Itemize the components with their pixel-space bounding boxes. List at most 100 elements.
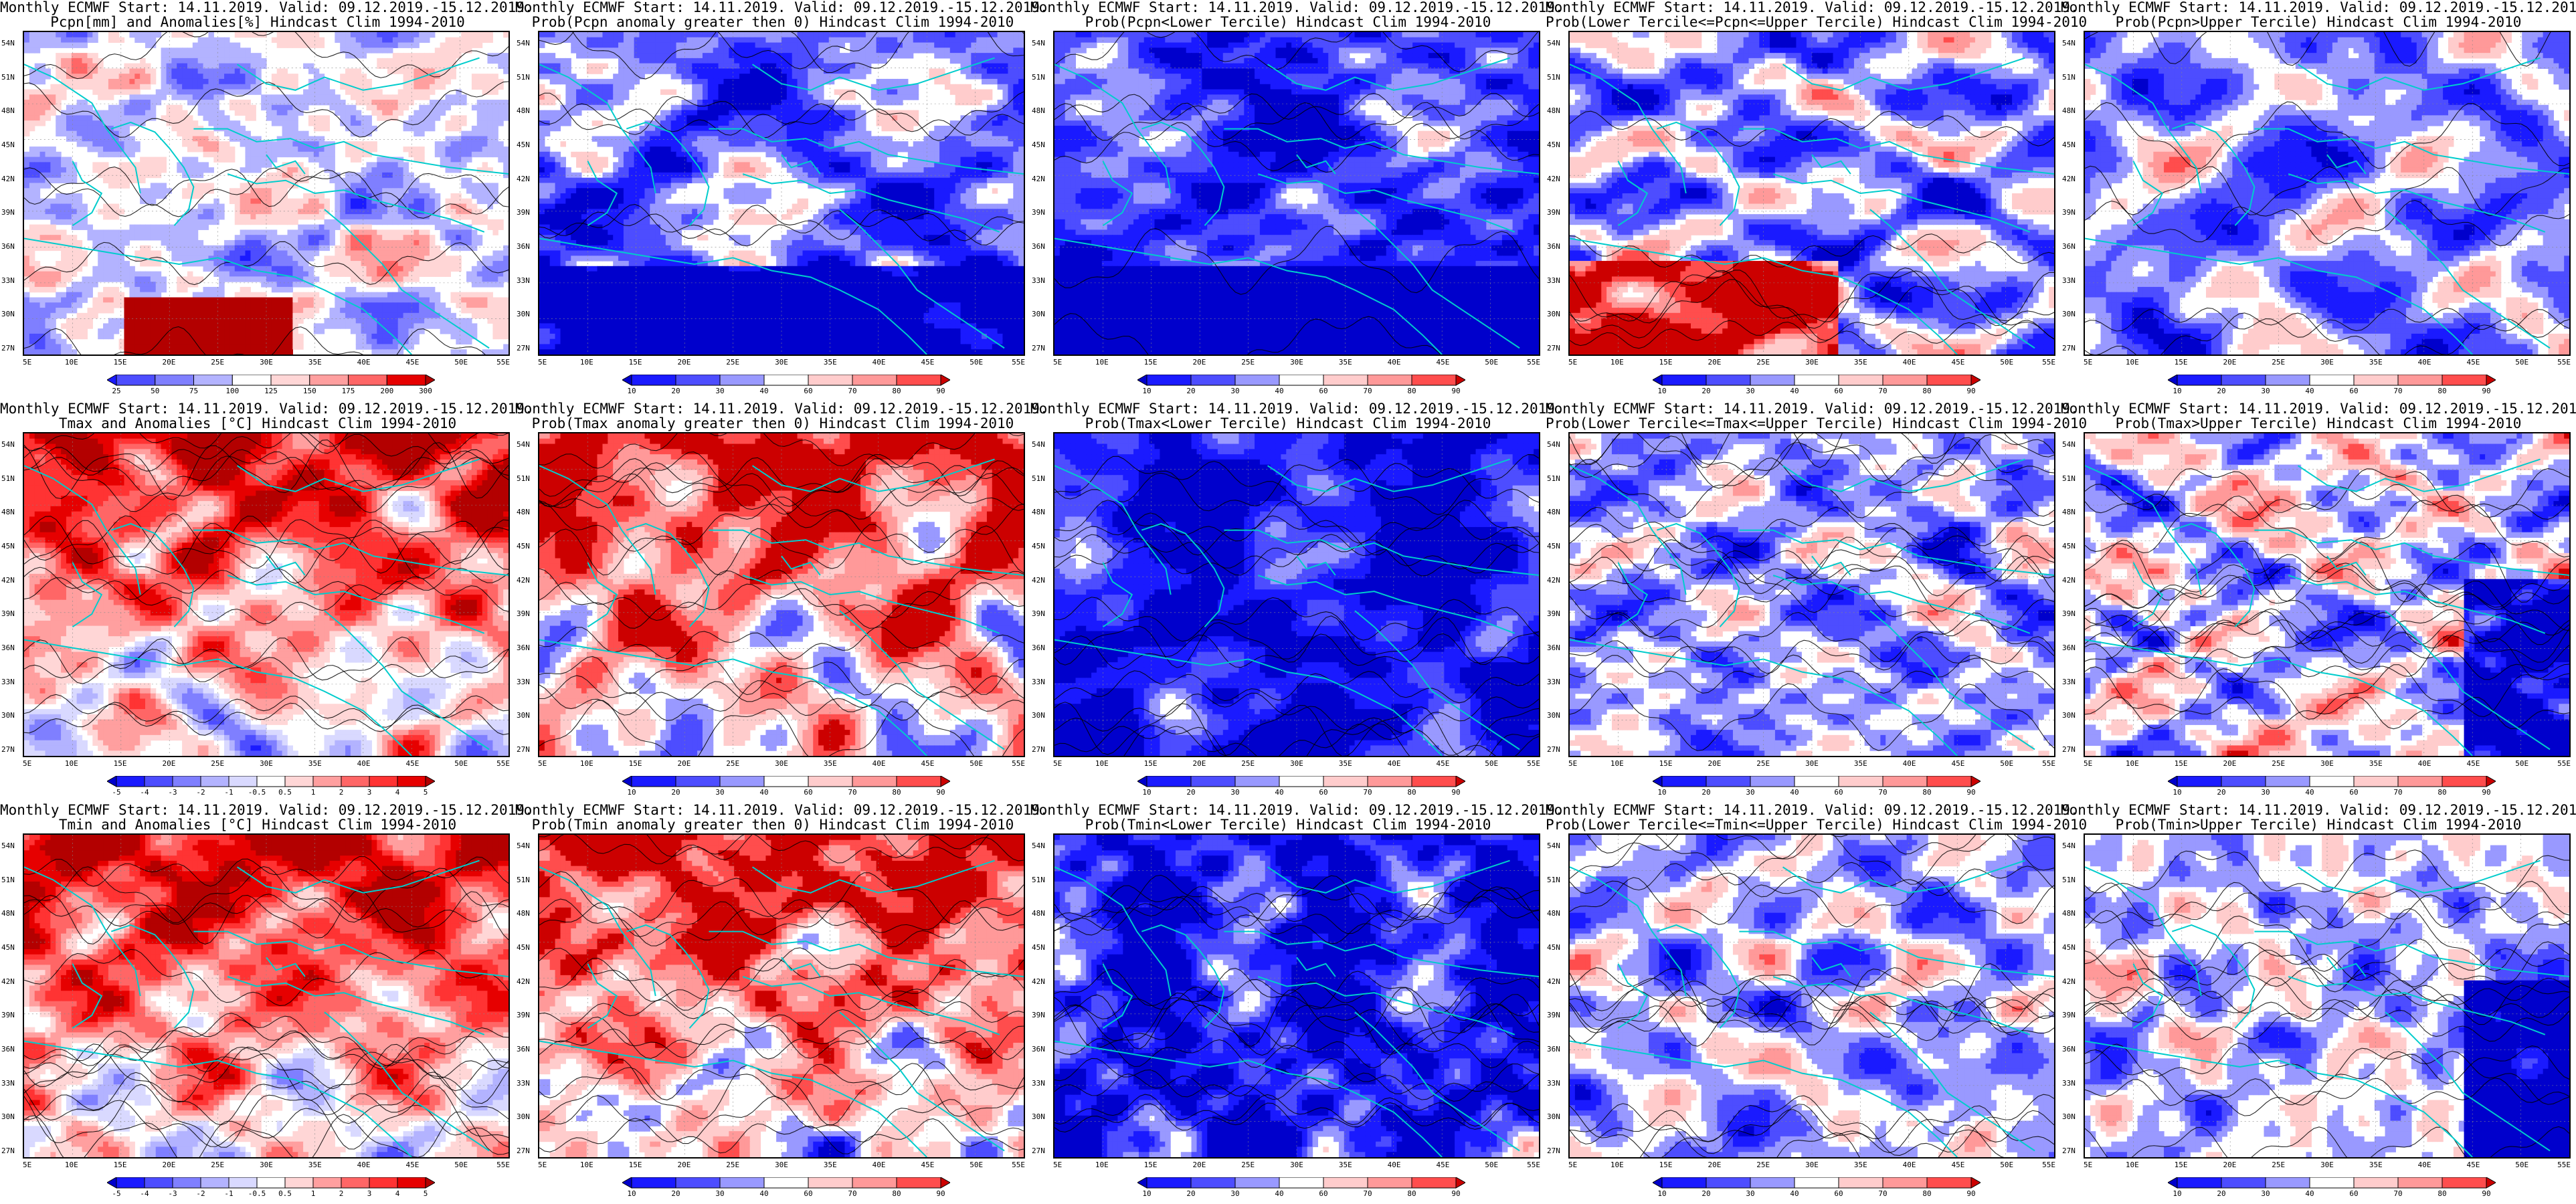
colorbar-tick-label: 5 (424, 1189, 428, 1198)
longitude-tick-label: 35E (824, 759, 837, 768)
latitude-tick-label: 51N (1547, 876, 1560, 884)
panel-title-run-info: Monthly ECMWF Start: 14.11.2019. Valid: … (515, 803, 1030, 817)
latitude-tick-label: 48N (1, 909, 15, 918)
latitude-tick-label: 54N (2062, 841, 2076, 850)
colorbar-legend: 10 20 30 40 60 70 80 90 (1653, 776, 1981, 797)
forecast-panel-p_pcpn_pos: Monthly ECMWF Start: 14.11.2019. Valid: … (515, 0, 1030, 401)
latitude-tick-label: 51N (1547, 73, 1560, 82)
panel-title-variable: Prob(Lower Tercile<=Tmin<=Upper Tercile)… (1546, 817, 2061, 832)
longitude-tick-label: 55E (2557, 1161, 2571, 1169)
forecast-panel-p_tmax_lt: Monthly ECMWF Start: 14.11.2019. Valid: … (1030, 401, 1546, 803)
longitude-tick-label: 45E (921, 1161, 934, 1169)
forecast-panel-p_tmax_mid: Monthly ECMWF Start: 14.11.2019. Valid: … (1546, 401, 2061, 803)
latitude-tick-label: 36N (1547, 242, 1560, 251)
longitude-tick-label: 25E (2272, 759, 2285, 768)
colorbar-tick-label: 10 (2173, 788, 2181, 797)
colorbar-tick-label: 20 (1701, 1189, 1710, 1198)
colorbar-tick-label: -0.5 (248, 1189, 266, 1198)
longitude-tick-label: 45E (1951, 1161, 1964, 1169)
colorbar-tick-label: 60 (1319, 1189, 1327, 1198)
longitude-tick-label: 10E (1095, 1161, 1109, 1169)
longitude-tick-label: 20E (677, 759, 691, 768)
latitude-tick-label: 33N (1, 678, 15, 686)
latitude-tick-label: 27N (1, 745, 15, 754)
longitude-tick-label: 15E (629, 1161, 642, 1169)
colorbar-tick-label: 4 (395, 1189, 400, 1198)
longitude-tick-label: 20E (2223, 358, 2236, 367)
latitude-tick-label: 30N (1032, 1112, 1045, 1121)
colorbar-tick-label: 40 (2305, 1189, 2314, 1198)
colorbar-tick-label: -2 (196, 788, 205, 797)
latitude-axis: 54N 51N 48N 45N 42N 39N 36N 33N 30N 27N (1547, 31, 1567, 356)
colorbar-tick-label: 70 (2393, 1189, 2402, 1198)
colorbar-tick-label: 80 (1407, 387, 1416, 395)
colorbar-tick-label: 90 (1966, 788, 1975, 797)
longitude-tick-label: 25E (1241, 759, 1255, 768)
latitude-tick-label: 42N (1032, 576, 1045, 585)
longitude-tick-label: 55E (2042, 759, 2055, 768)
colorbar-tick-label: 10 (627, 788, 636, 797)
colorbar-legend: 10 20 30 40 60 70 80 90 (2168, 1177, 2496, 1199)
latitude-tick-label: 54N (1547, 841, 1560, 850)
longitude-tick-label: 30E (1805, 759, 1819, 768)
colorbar-ticks: 10 20 30 40 60 70 80 90 (622, 387, 950, 396)
longitude-tick-label: 10E (2126, 759, 2139, 768)
longitude-tick-label: 30E (2320, 1161, 2334, 1169)
longitude-tick-label: 15E (1659, 759, 1673, 768)
longitude-tick-label: 5E (2084, 358, 2092, 367)
longitude-tick-label: 40E (357, 1161, 371, 1169)
longitude-tick-label: 55E (1527, 358, 1540, 367)
latitude-tick-label: 36N (517, 1045, 530, 1054)
colorbar-tick-label: 20 (1186, 788, 1195, 797)
longitude-tick-label: 20E (1192, 759, 1206, 768)
latitude-tick-label: 27N (1032, 745, 1045, 754)
longitude-tick-label: 45E (921, 358, 934, 367)
longitude-tick-label: 10E (580, 358, 593, 367)
colorbar-ticks: 10 20 30 40 60 70 80 90 (1137, 788, 1465, 797)
latitude-tick-label: 54N (517, 39, 530, 47)
colorbar-tick-label: 20 (1701, 788, 1710, 797)
longitude-tick-label: 30E (1805, 1161, 1819, 1169)
latitude-tick-label: 39N (1, 1011, 15, 1019)
latitude-tick-label: 45N (1, 943, 15, 952)
latitude-tick-label: 36N (1032, 1045, 1045, 1054)
latitude-tick-label: 51N (2062, 474, 2076, 483)
longitude-tick-label: 30E (775, 759, 788, 768)
latitude-tick-label: 42N (1032, 175, 1045, 183)
colorbar-tick-label: 5 (424, 788, 428, 797)
longitude-axis: 5E 10E 15E 20E 25E 30E 35E 40E 45E 50E 55E (2084, 358, 2571, 367)
colorbar-tick-label: 90 (2482, 387, 2490, 395)
latitude-tick-label: 51N (517, 876, 530, 884)
map-frame (23, 31, 510, 356)
latitude-tick-label: 33N (1, 276, 15, 285)
panel-title: Monthly ECMWF Start: 14.11.2019. Valid: … (1030, 0, 1546, 29)
panel-title-run-info: Monthly ECMWF Start: 14.11.2019. Valid: … (1546, 0, 2061, 15)
map-frame (1568, 432, 2055, 757)
longitude-tick-label: 40E (357, 358, 371, 367)
longitude-tick-label: 50E (970, 358, 983, 367)
longitude-tick-label: 5E (538, 759, 547, 768)
latitude-tick-label: 39N (517, 208, 530, 217)
latitude-tick-label: 42N (2062, 175, 2076, 183)
latitude-tick-label: 39N (2062, 609, 2076, 618)
longitude-tick-label: 35E (308, 358, 322, 367)
latitude-tick-label: 51N (2062, 73, 2076, 82)
longitude-tick-label: 45E (2466, 1161, 2480, 1169)
latitude-tick-label: 36N (1, 242, 15, 251)
latitude-tick-label: 27N (1, 1146, 15, 1155)
colorbar-tick-label: 175 (342, 387, 355, 395)
latitude-tick-label: 27N (1, 344, 15, 353)
colorbar-tick-label: 10 (627, 1189, 636, 1198)
colorbar-ticks: 25 50 75 100 125 150 175 200 300 (107, 387, 435, 396)
longitude-tick-label: 40E (1388, 358, 1401, 367)
forecast-panel-p_tmin_mid: Monthly ECMWF Start: 14.11.2019. Valid: … (1546, 803, 2061, 1204)
colorbar-tick-label: 30 (1746, 788, 1754, 797)
panel-title-run-info: Monthly ECMWF Start: 14.11.2019. Valid: … (0, 803, 515, 817)
longitude-tick-label: 45E (921, 759, 934, 768)
longitude-tick-label: 45E (405, 358, 419, 367)
colorbar-tick-label: 20 (2217, 387, 2225, 395)
panel-title-run-info: Monthly ECMWF Start: 14.11.2019. Valid: … (515, 0, 1030, 15)
latitude-tick-label: 45N (2062, 140, 2076, 149)
latitude-tick-label: 36N (1547, 1045, 1560, 1054)
latitude-tick-label: 42N (1, 977, 15, 986)
